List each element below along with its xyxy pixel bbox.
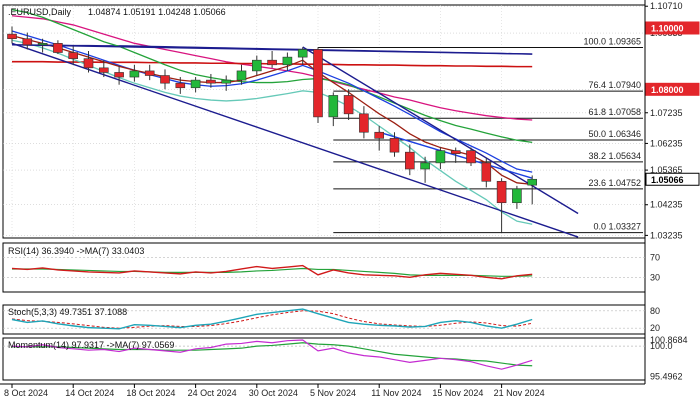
fib-level-label: 0.0 1.03327 — [593, 222, 641, 232]
chart-ohlc: 1.04874 1.05191 1.04248 1.05066 — [88, 7, 226, 17]
candle-body — [512, 188, 522, 204]
stoch-label: Stoch(5,3,3) 49.7351 37.1088 — [8, 307, 127, 317]
candle-body — [114, 72, 124, 78]
momentum-label: Momentum(14) 97.9317 ->MA(7) 97.0569 — [8, 340, 174, 350]
time-tick-label: 18 Oct 2024 — [126, 388, 175, 398]
trend-line — [11, 44, 533, 55]
fib-level-label: 23.6 1.04752 — [588, 178, 641, 188]
price-tick-label: 1.10710 — [650, 1, 683, 11]
candle-body — [37, 43, 48, 46]
fib-level-label: 76.4 1.07940 — [588, 80, 641, 90]
candle-body — [22, 38, 33, 46]
candle-body — [68, 52, 78, 59]
rsi-level-label: 30 — [650, 272, 660, 282]
stoch-frame — [2, 304, 646, 335]
momentum-panel: Momentum(14) 97.9317 ->MA(7) 97.0569 — [3, 339, 645, 370]
fib-level-label: 100.0 1.09365 — [583, 36, 641, 46]
candle-body — [481, 162, 492, 182]
candle-body — [175, 82, 186, 89]
candle-body — [7, 33, 17, 40]
stoch-panel: Stoch(5,3,3) 49.7351 37.1088 — [3, 307, 645, 330]
candle-body — [190, 79, 201, 89]
price-panel: 100.0 1.09365 76.4 1.07940 61.8 1.07058 50.… — [3, 5, 645, 238]
candle-body — [420, 162, 430, 170]
candle-body — [466, 150, 476, 164]
price-tick-label: 1.05365 — [650, 165, 683, 175]
time-tick-label: 24 Oct 2024 — [188, 388, 237, 398]
candle-body — [53, 43, 63, 53]
price-tag — [645, 21, 700, 35]
candle-body — [450, 150, 461, 154]
candle-body — [144, 70, 155, 76]
time-tick-label: 8 Oct 2024 — [4, 388, 48, 398]
price-tick-label: 1.06235 — [650, 138, 683, 148]
rsi-frame — [2, 242, 646, 293]
candle-body — [374, 131, 385, 139]
fib-level-label: 61.8 1.07058 — [588, 107, 641, 117]
candle-body — [496, 180, 507, 204]
candle-body — [328, 95, 339, 118]
stoch-level-label: 20 — [650, 323, 660, 333]
candle-body — [435, 150, 446, 164]
candle-body — [389, 138, 400, 153]
price-tick-label: 1.03235 — [650, 230, 683, 240]
time-tick-label: 15 Nov 2024 — [432, 388, 483, 398]
rsi-line — [11, 264, 533, 280]
time-tick-label: 11 Nov 2024 — [371, 388, 421, 398]
candle-body — [236, 70, 247, 81]
stoch-level-label: 80 — [650, 306, 660, 316]
candle-body — [404, 151, 415, 170]
candle-body — [129, 70, 140, 78]
fib-level-label: 38.2 1.05634 — [588, 151, 641, 161]
candle-body — [267, 59, 277, 66]
fib-level-label: 50.0 1.06346 — [588, 129, 641, 139]
moving-average-line — [11, 35, 533, 185]
time-tick-label: 5 Nov 2024 — [310, 388, 356, 398]
price-tick-label: 1.04235 — [650, 200, 683, 210]
candle-body — [221, 79, 231, 84]
candle-body — [83, 58, 94, 69]
chart-symbol: .EURUSD,Daily — [8, 7, 72, 17]
moving-average-line — [11, 39, 533, 225]
candle-body — [313, 49, 323, 118]
candle-body — [99, 67, 109, 73]
price-tick-label: 1.07235 — [650, 108, 683, 118]
rsi-panel: RSI(14) 36.3940 ->MA(7) 33.0403 — [3, 246, 645, 280]
candle-body — [252, 59, 262, 72]
candle-body — [206, 79, 216, 84]
price-tag-label: 1.08000 — [651, 85, 684, 95]
price-tag — [645, 172, 700, 186]
time-tick-label: 14 Oct 2024 — [65, 388, 114, 398]
trend-line — [11, 42, 579, 238]
rsi-level-label: 70 — [650, 253, 660, 263]
time-tick-label: 21 Nov 2024 — [494, 388, 545, 398]
candle-body — [160, 75, 170, 84]
candle-body — [527, 178, 538, 186]
momentum-frame — [2, 337, 646, 381]
momentum-tick-label: 95.4962 — [650, 372, 683, 382]
stoch-d-line — [11, 310, 533, 329]
moving-average-line — [11, 15, 533, 121]
candle-body — [282, 56, 293, 66]
candle-body — [343, 95, 354, 115]
candle-body — [359, 113, 369, 133]
price-tag — [645, 82, 700, 96]
price-tag-label: 1.05066 — [651, 175, 684, 185]
momentum-tick-label: 100.8684 — [650, 335, 688, 345]
candle-body — [297, 49, 308, 58]
momentum-line — [11, 339, 533, 370]
axes: 1.107101.098351.080001.072351.062351.053… — [4, 1, 700, 398]
rsi-ma-line — [12, 267, 533, 277]
chart-background — [0, 0, 646, 385]
moving-average-line — [11, 8, 533, 143]
stoch-k-line — [11, 308, 533, 330]
time-tick-label: 30 Oct 2024 — [249, 388, 298, 398]
momentum-tick-label: 100.0 — [650, 341, 673, 351]
rsi-label: RSI(14) 36.3940 ->MA(7) 33.0403 — [8, 246, 144, 256]
price-tag-label: 1.10000 — [651, 23, 684, 33]
